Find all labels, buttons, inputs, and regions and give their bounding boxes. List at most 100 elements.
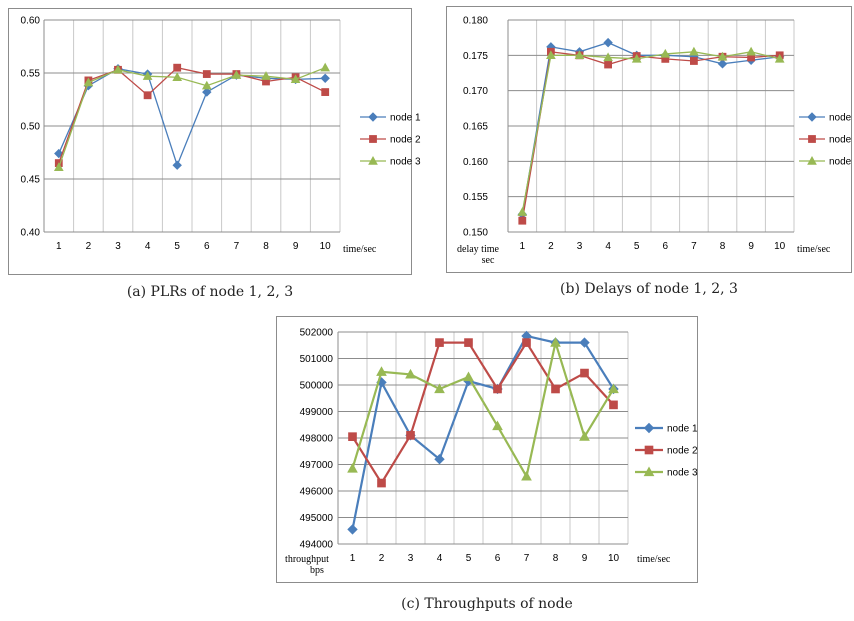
y-axis-label: bps — [310, 565, 324, 576]
data-point — [574, 50, 585, 60]
y-tick-label: 494000 — [300, 540, 334, 551]
x-tick-label: 10 — [774, 241, 786, 252]
data-point — [609, 400, 618, 410]
legend-marker — [369, 135, 377, 143]
data-point — [320, 73, 330, 84]
y-tick-label: 0.180 — [463, 16, 488, 27]
legend-label: node 2 — [829, 135, 854, 146]
x-tick-label: 9 — [582, 553, 588, 564]
y-tick-label: 0.165 — [463, 122, 488, 133]
legend-marker — [807, 155, 817, 165]
data-point — [142, 71, 153, 80]
data-point — [434, 453, 445, 465]
x-tick-label: 2 — [86, 241, 92, 252]
y-axis-label: sec — [482, 255, 495, 266]
y-tick-label: 0.160 — [463, 157, 488, 168]
data-point — [405, 368, 416, 379]
x-tick-label: 7 — [691, 241, 697, 252]
data-point — [290, 74, 301, 84]
data-point — [463, 371, 474, 382]
data-point — [54, 148, 64, 159]
x-tick-label: 7 — [524, 553, 530, 564]
data-point — [172, 72, 183, 81]
data-point — [172, 160, 182, 170]
legend-marker — [368, 155, 378, 165]
x-axis-label: time/sec — [797, 244, 831, 255]
x-tick-label: 9 — [748, 241, 754, 252]
series-line-node-1 — [521, 41, 780, 215]
data-point — [603, 37, 613, 48]
data-point — [113, 64, 123, 74]
caption-delay: (b) Delays of node 1, 2, 3 — [560, 281, 738, 297]
y-tick-label: 0.55 — [21, 69, 41, 80]
x-tick-label: 1 — [350, 553, 356, 564]
x-axis-label: time/sec — [343, 244, 377, 255]
data-point — [579, 337, 590, 348]
data-point — [746, 46, 756, 56]
data-point — [321, 88, 330, 96]
y-tick-label: 0.50 — [21, 122, 41, 133]
x-tick-label: 5 — [634, 241, 640, 252]
y-tick-label: 495000 — [300, 513, 334, 524]
x-tick-label: 8 — [553, 553, 559, 564]
data-point — [348, 432, 357, 442]
x-tick-label: 10 — [320, 241, 332, 252]
legend-marker — [808, 135, 816, 143]
data-point — [464, 338, 473, 347]
x-tick-label: 6 — [204, 241, 210, 252]
data-point — [377, 478, 386, 488]
x-tick-label: 5 — [174, 241, 180, 252]
legend-label: node 3 — [667, 468, 698, 479]
x-tick-label: 6 — [663, 241, 669, 252]
legend-marker — [368, 112, 378, 122]
series-line-node-2 — [351, 340, 615, 486]
caption-throughput: (c) Throughputs of node — [401, 596, 573, 612]
data-point — [660, 48, 671, 58]
data-point — [717, 59, 728, 69]
x-tick-label: 5 — [466, 553, 472, 564]
y-tick-label: 0.150 — [463, 228, 488, 239]
series-line-node-2 — [521, 51, 780, 221]
legend-marker — [643, 422, 655, 434]
legend-label: node 2 — [667, 446, 698, 457]
data-point — [631, 53, 642, 63]
x-tick-label: 2 — [548, 241, 554, 252]
y-tick-label: 0.155 — [463, 192, 488, 203]
x-tick-label: 2 — [379, 553, 385, 564]
data-point — [435, 338, 444, 347]
data-point — [522, 338, 531, 347]
data-point — [580, 368, 589, 378]
y-tick-label: 498000 — [300, 434, 334, 445]
data-point — [201, 80, 212, 90]
legend-marker — [807, 112, 817, 122]
legend-label: node 1 — [667, 424, 698, 435]
legend-marker — [643, 466, 655, 477]
x-tick-label: 3 — [408, 553, 414, 564]
data-point — [551, 384, 560, 394]
x-tick-label: 1 — [56, 241, 62, 252]
legend-label: node 3 — [829, 157, 854, 168]
data-point — [774, 53, 785, 63]
series-line-node-1 — [351, 334, 615, 530]
chart-frame-plr — [8, 8, 412, 275]
x-tick-label: 8 — [720, 241, 726, 252]
data-point — [579, 431, 590, 441]
data-point — [406, 431, 415, 440]
data-point — [518, 216, 527, 225]
data-point — [434, 383, 445, 394]
data-point — [173, 63, 182, 72]
x-tick-label: 8 — [263, 241, 269, 252]
legend-label: node 3 — [390, 157, 421, 168]
data-point — [717, 51, 728, 61]
chart-frame-delay — [446, 6, 852, 273]
y-tick-label: 0.60 — [21, 16, 41, 27]
data-point — [689, 46, 699, 56]
data-point — [608, 383, 619, 394]
y-tick-label: 496000 — [300, 487, 334, 498]
x-tick-label: 3 — [115, 241, 121, 252]
data-point — [320, 62, 331, 72]
y-axis-label: delay time — [457, 244, 499, 255]
